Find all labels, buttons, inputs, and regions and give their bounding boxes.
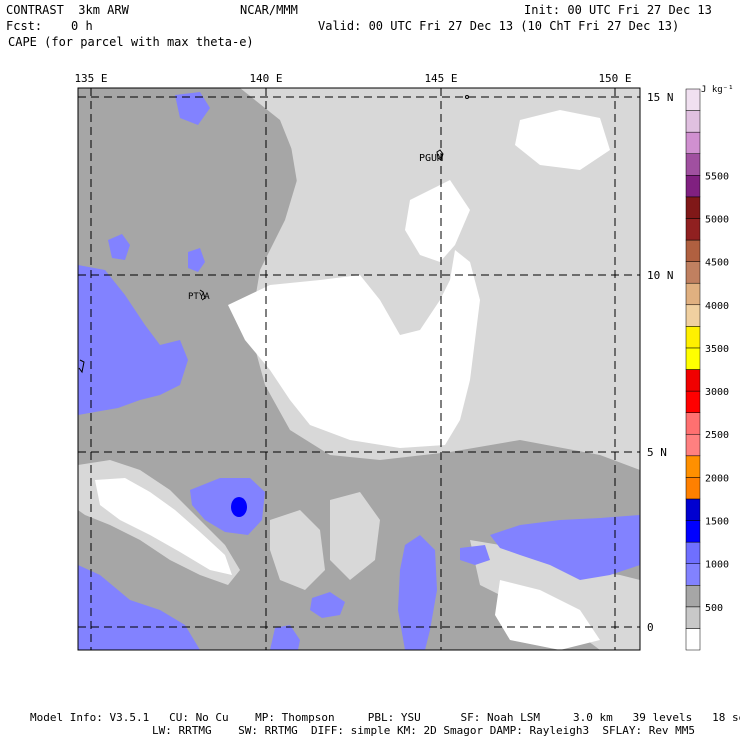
coastline bbox=[78, 95, 469, 374]
legend-swatch bbox=[685, 347, 701, 370]
cape-field bbox=[78, 88, 640, 650]
legend-label: 3500 bbox=[705, 344, 729, 355]
lon-label-135e: 135 E bbox=[74, 72, 107, 85]
legend-swatch bbox=[685, 520, 701, 543]
legend-swatch bbox=[685, 88, 701, 111]
legend-unit: J kg⁻¹ bbox=[701, 85, 734, 95]
legend-swatch bbox=[685, 585, 701, 608]
model-info-line-2: LW: RRTMG SW: RRTMG DIFF: simple KM: 2D … bbox=[152, 724, 696, 737]
legend-label: 3000 bbox=[705, 387, 729, 398]
legend-swatch bbox=[685, 304, 701, 327]
legend-label: 5000 bbox=[705, 214, 729, 225]
lat-label-5n: 5 N bbox=[647, 446, 667, 459]
lon-label-140e: 140 E bbox=[249, 72, 282, 85]
legend-swatch bbox=[685, 131, 701, 154]
legend-swatch bbox=[685, 239, 701, 262]
legend-label: 4500 bbox=[705, 258, 729, 269]
legend-swatch bbox=[685, 196, 701, 219]
valid-time: Valid: 00 UTC Fri 27 Dec 13 (10 ChT Fri … bbox=[318, 19, 680, 33]
legend-label: 2000 bbox=[705, 473, 729, 484]
legend-swatch bbox=[685, 282, 701, 306]
legend-swatch bbox=[685, 218, 701, 241]
lat-label-0: 0 bbox=[647, 621, 654, 634]
legend-swatch bbox=[685, 433, 701, 457]
cape-1000-1500-region bbox=[78, 265, 188, 415]
legend-swatch bbox=[685, 455, 701, 478]
forecast-hour: Fcst: 0 h bbox=[6, 19, 93, 33]
legend-swatch bbox=[685, 498, 701, 521]
legend-swatch bbox=[685, 563, 701, 586]
lon-label-145e: 145 E bbox=[424, 72, 457, 85]
legend-swatch bbox=[685, 175, 701, 198]
legend-label: 1000 bbox=[705, 560, 729, 571]
legend-swatch bbox=[685, 326, 701, 349]
cape-1500-2000-region bbox=[231, 497, 247, 517]
legend-swatch bbox=[685, 390, 701, 413]
legend-swatch bbox=[685, 261, 701, 284]
legend-swatch bbox=[685, 110, 701, 133]
legend-swatch bbox=[685, 541, 701, 564]
lat-label-10n: 10 N bbox=[647, 269, 674, 282]
model-title: CONTRAST 3km ARW bbox=[6, 3, 129, 17]
station-label-pgum: PGUM bbox=[419, 153, 443, 164]
legend-label: 500 bbox=[705, 603, 723, 614]
legend-swatch bbox=[685, 412, 701, 435]
cape-zero-region bbox=[228, 250, 480, 448]
legend-swatch bbox=[685, 369, 701, 392]
model-info-line-1: Model Info: V3.5.1 CU: No Cu MP: Thompso… bbox=[30, 711, 740, 724]
legend-label: 2500 bbox=[705, 430, 729, 441]
legend-swatch bbox=[685, 477, 701, 500]
init-time: Init: 00 UTC Fri 27 Dec 13 bbox=[524, 3, 712, 17]
legend-label: 4000 bbox=[705, 301, 729, 312]
lat-label-15n: 15 N bbox=[647, 91, 674, 104]
legend-label: 1500 bbox=[705, 517, 729, 528]
lat-lon-grid bbox=[78, 88, 640, 650]
legend-label: 5500 bbox=[705, 171, 729, 182]
color-legend: 500 1000 1500 2000 2500 3000 3500 4000 4500 5000 5… bbox=[685, 88, 729, 651]
station-label-ptya: PTYA bbox=[188, 292, 210, 302]
legend-swatch bbox=[685, 153, 701, 176]
legend-swatch bbox=[685, 606, 701, 629]
field-name: CAPE (for parcel with max theta-e) bbox=[8, 35, 254, 49]
lon-label-150e: 150 E bbox=[598, 72, 631, 85]
map-frame bbox=[77, 87, 641, 651]
org-label: NCAR/MMM bbox=[240, 3, 298, 17]
legend-swatch bbox=[685, 628, 701, 651]
